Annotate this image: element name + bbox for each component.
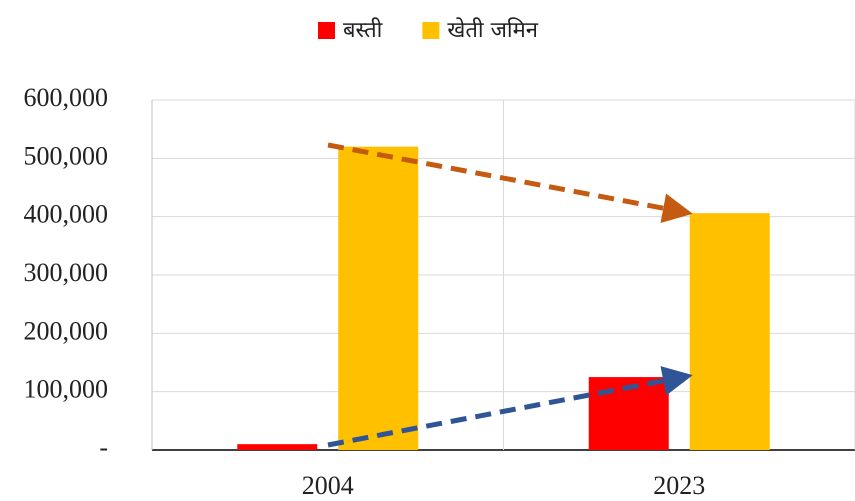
y-tick-label: 400,000 [24, 200, 109, 229]
legend-swatch [422, 22, 440, 39]
trend-arrow [327, 366, 693, 448]
legend-label: खेती जमिन [447, 17, 538, 43]
legend-swatch [318, 22, 335, 39]
legend-label: बस्ती [343, 17, 383, 43]
y-tick-label: 100,000 [24, 375, 109, 404]
x-tick-label: 2004 [302, 471, 354, 500]
bar [689, 213, 770, 450]
y-tick-label: 300,000 [24, 258, 109, 287]
y-tick-label: - [99, 433, 108, 462]
x-tick-label: 2023 [653, 471, 705, 500]
y-tick-label: 600,000 [24, 83, 109, 112]
trend-arrow [327, 142, 693, 223]
bar [338, 146, 419, 450]
y-tick-label: 500,000 [24, 141, 109, 170]
bar [237, 444, 318, 450]
y-tick-label: 200,000 [24, 316, 109, 345]
